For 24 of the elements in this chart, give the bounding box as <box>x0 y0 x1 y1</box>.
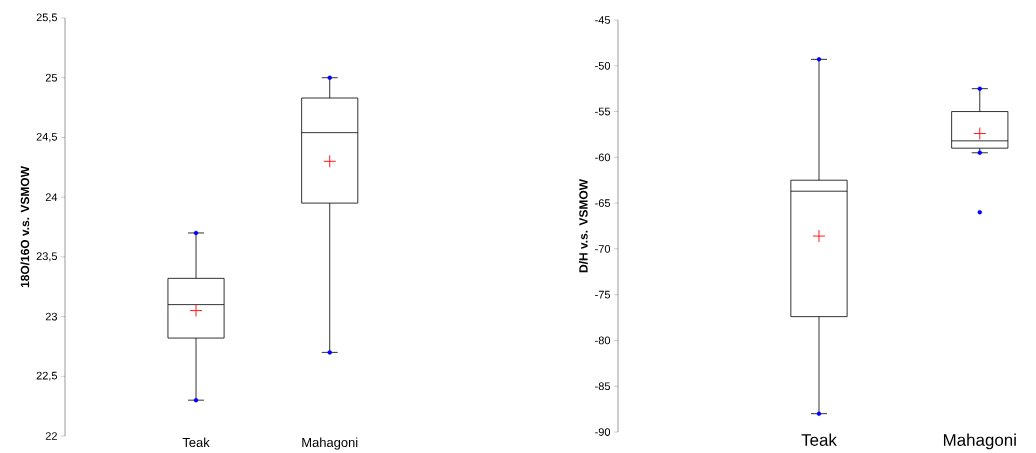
y-tick-label: -45 <box>595 16 611 24</box>
x-tick-label: Mahagoni <box>302 437 358 450</box>
y-tick-label: -55 <box>595 107 611 116</box>
y-tick-label: 23,5 <box>36 252 58 262</box>
x-tick-label: Teak <box>801 433 837 446</box>
y-tick-label: -70 <box>595 245 611 253</box>
y-axis-title: 18O/16O v.s. VSMOW <box>20 166 30 288</box>
y-tick-label: 22 <box>45 432 57 440</box>
y-tick-label: 23 <box>45 312 57 321</box>
x-tick-label: Mahagoni <box>943 433 1016 450</box>
y-tick-label: -60 <box>595 153 611 162</box>
y-tick-label: -85 <box>595 382 611 391</box>
y-tick-label: -65 <box>595 199 611 208</box>
y-tick-label: -50 <box>595 61 611 70</box>
y-tick-label: -75 <box>595 290 611 299</box>
x-tick-label: Teak <box>182 437 210 448</box>
y-axis-title: D/H v.s. VSMOW <box>578 179 588 273</box>
y-tick-label: -80 <box>595 336 611 345</box>
y-tick-label: 22,5 <box>36 371 58 381</box>
y-tick-label: 24,5 <box>36 132 58 142</box>
y-tick-label: 25 <box>45 73 58 82</box>
y-tick-label: 25,5 <box>36 13 58 23</box>
y-tick-label: 24 <box>45 193 58 202</box>
y-tick-label: -90 <box>595 428 611 436</box>
